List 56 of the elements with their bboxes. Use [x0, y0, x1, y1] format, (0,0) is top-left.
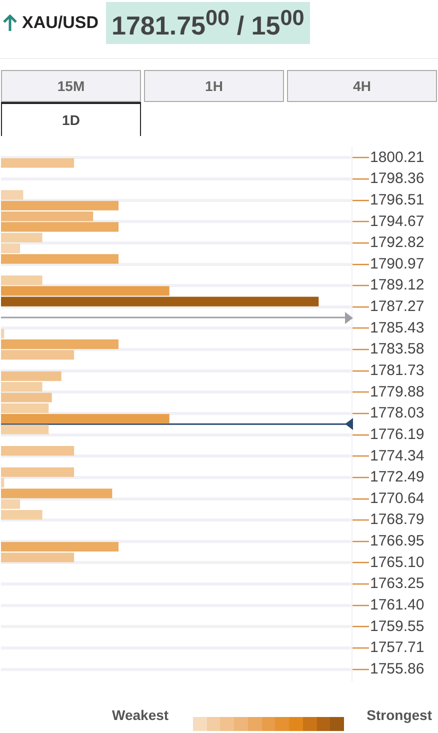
chart-title: XAU/USD [22, 13, 99, 33]
bar [1, 200, 119, 210]
bar [1, 414, 170, 424]
bar [1, 446, 74, 456]
y-tick-label: 1778.03 [370, 404, 424, 422]
bar [1, 328, 4, 338]
y-tick-label: 1794.67 [370, 212, 424, 230]
y-tick-label: 1783.58 [370, 340, 424, 358]
y-tick-label: 1790.97 [370, 255, 424, 272]
text: 1D [1, 102, 141, 136]
bar [1, 392, 52, 402]
y-tick-label: 1765.10 [370, 554, 424, 571]
y-tick-label: 1761.40 [370, 596, 424, 614]
text: Weakest [112, 707, 169, 723]
bar [1, 467, 74, 477]
bar [1, 424, 49, 434]
bar [1, 158, 74, 168]
y-tick-label: 1774.34 [370, 447, 424, 464]
y-tick-label: 1776.19 [370, 426, 424, 443]
bar [1, 478, 4, 488]
bar [1, 339, 119, 350]
bar [1, 371, 62, 381]
bar [1, 296, 319, 306]
text: 15M [1, 70, 141, 102]
text: Strongest [366, 707, 432, 723]
chart-subtitle: 1781.75$^{00}$ / 15$^{00}$ [106, 2, 310, 44]
y-tick-label: 1757.71 [370, 639, 424, 656]
y-tick-label: 1798.36 [370, 170, 424, 188]
y-tick-label: 1781.73 [370, 362, 424, 379]
y-tick-label: 1772.49 [370, 468, 424, 486]
bar [1, 275, 42, 286]
y-tick-label: 1768.79 [370, 511, 424, 528]
bar [1, 403, 49, 413]
bar [1, 254, 119, 264]
y-tick-label: 1792.82 [370, 234, 424, 252]
bar [1, 382, 42, 392]
bar [1, 222, 119, 232]
y-tick-label: 1796.51 [370, 191, 424, 208]
bar [1, 488, 112, 498]
y-tick-label: 1789.12 [370, 276, 424, 294]
y-tick-label: 1766.95 [370, 532, 424, 550]
y-tick-label: 1800.21 [370, 148, 424, 166]
y-tick-label: 1763.25 [370, 575, 424, 592]
text: 4H [287, 70, 437, 102]
y-tick-label: 1785.43 [370, 319, 424, 336]
bar [1, 286, 170, 296]
bar [1, 552, 74, 562]
bar [1, 211, 94, 222]
bar [1, 542, 119, 552]
y-tick-label: 1787.27 [370, 298, 424, 316]
y-tick-label: 1770.64 [370, 490, 424, 507]
y-tick-label: 1759.55 [370, 618, 424, 635]
text: 1H [144, 70, 284, 102]
y-tick-label: 1779.88 [370, 383, 424, 400]
bar [1, 350, 74, 360]
y-tick-label: 1755.86 [370, 660, 424, 678]
